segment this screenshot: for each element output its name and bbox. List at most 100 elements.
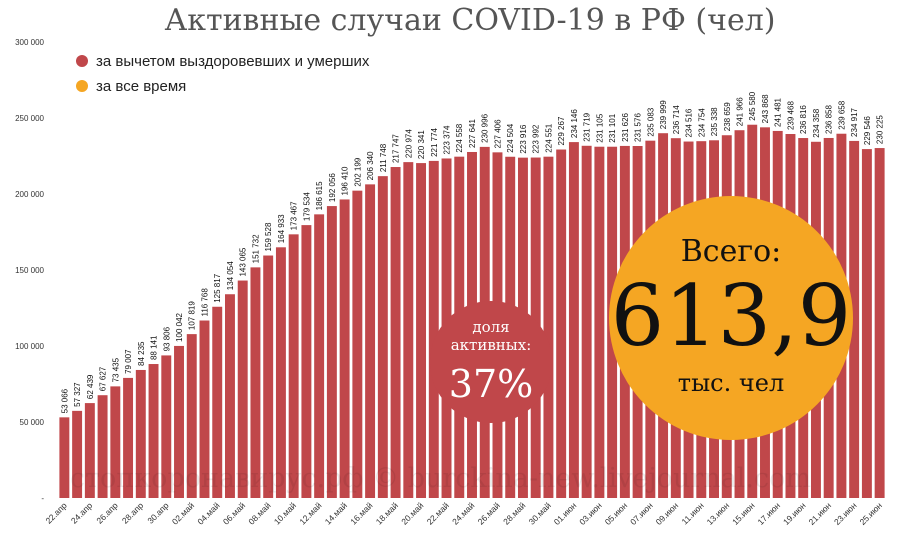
bar-value-label: 223 992 — [532, 124, 541, 153]
bar — [556, 149, 567, 498]
bar-value-label: 217 747 — [392, 134, 401, 163]
bar — [849, 140, 860, 499]
bar-value-label: 236 816 — [799, 105, 808, 134]
bar — [874, 148, 885, 499]
x-tick-label: 26.апр — [94, 500, 120, 526]
bar-value-label: 238 659 — [723, 102, 732, 131]
bar — [377, 176, 388, 498]
bar-value-label: 223 916 — [519, 124, 528, 153]
bar — [543, 156, 554, 498]
bar-value-label: 62 439 — [86, 374, 95, 399]
bar-value-label: 84 235 — [137, 341, 146, 366]
bar-value-label: 245 580 — [748, 91, 757, 120]
bar-value-label: 57 327 — [73, 382, 82, 407]
bar-value-label: 235 338 — [710, 107, 719, 136]
bar — [199, 320, 210, 498]
bar — [110, 386, 121, 498]
x-tick-label: 14.май — [323, 500, 349, 526]
x-tick-label: 06.май — [221, 500, 247, 526]
x-tick-label: 28.май — [501, 500, 527, 526]
bar — [59, 417, 70, 498]
y-tick-label: 50 000 — [20, 418, 45, 427]
bar-value-label: 234 917 — [850, 107, 859, 136]
x-tick-label: 05.июн — [603, 500, 630, 527]
bar-value-label: 229 546 — [863, 116, 872, 145]
bar — [225, 294, 235, 498]
bar-value-label: 231 105 — [595, 113, 604, 142]
bar — [288, 234, 299, 499]
bar — [326, 206, 337, 498]
y-tick-label: 250 000 — [15, 114, 44, 123]
bar-value-label: 220 341 — [417, 130, 426, 159]
total-value: 613,9 — [611, 267, 851, 365]
bar — [403, 162, 414, 499]
x-tick-label: 04.май — [195, 500, 221, 526]
bar-value-label: 73 435 — [111, 357, 120, 382]
x-tick-label: 23.июн — [832, 500, 859, 527]
x-tick-label: 24.апр — [69, 500, 95, 526]
bar — [161, 355, 172, 498]
bar-value-label: 164 933 — [277, 214, 286, 243]
total-badge: Всего: 613,9 тыс. чел — [609, 196, 853, 440]
bar-value-label: 236 714 — [672, 105, 681, 134]
bar-value-label: 236 858 — [825, 105, 834, 134]
bar-value-label: 206 340 — [366, 151, 375, 180]
active-share-line2: активных: — [451, 336, 532, 354]
legend-swatch-active — [76, 55, 88, 67]
bar — [339, 199, 350, 499]
x-tick-label: 10.май — [272, 500, 298, 526]
bar — [174, 345, 184, 498]
x-tick-label: 15.июн — [730, 500, 757, 527]
x-tick-label: 19.июн — [781, 500, 808, 527]
x-tick-label: 09.июн — [654, 500, 681, 527]
bar-value-label: 229 267 — [557, 116, 566, 145]
bar-value-label: 239 999 — [659, 100, 668, 129]
bar — [861, 149, 872, 498]
total-line1: Всего: — [681, 234, 782, 269]
bar-value-label: 234 146 — [570, 109, 579, 138]
bar-value-label: 234 516 — [685, 108, 694, 137]
bar-value-label: 231 101 — [608, 113, 617, 142]
active-share-value: 37% — [449, 362, 533, 406]
bar-value-label: 192 056 — [328, 173, 337, 202]
bar-value-label: 53 066 — [60, 388, 69, 413]
bar-value-label: 186 615 — [315, 181, 324, 210]
x-axis-labels: 22.апр 24.апр 26.апр 28.апр 30.апр 02.май 04.м… — [43, 500, 884, 527]
value-labels: 53 066 57 327 62 439 67 627 73 435 79 007 84 2… — [60, 91, 884, 413]
x-tick-label: 13.июн — [705, 500, 732, 527]
bar-value-label: 202 199 — [353, 157, 362, 186]
bar-value-label: 224 504 — [506, 123, 515, 152]
total-circle — [609, 196, 853, 440]
bar — [97, 395, 108, 498]
bar-value-label: 230 225 — [876, 115, 885, 144]
bar — [594, 146, 605, 498]
y-tick-label: 300 000 — [15, 38, 44, 47]
bar-value-label: 220 974 — [404, 129, 413, 158]
bar-value-label: 241 481 — [774, 97, 783, 126]
bar-value-label: 151 732 — [251, 234, 260, 263]
bar — [275, 247, 286, 498]
bar-value-label: 230 996 — [481, 113, 490, 142]
bar — [314, 214, 325, 498]
y-tick-label: - — [41, 494, 44, 503]
bar — [135, 369, 146, 498]
legend-label-total: за все время — [96, 78, 186, 95]
chart-title: Активные случаи COVID-19 в РФ (чел) — [165, 3, 776, 38]
watermark: стопкоронавирус.рф © burckina-new.livejo… — [70, 463, 811, 494]
x-tick-label: 28.апр — [120, 500, 146, 526]
bar — [237, 280, 248, 498]
bar — [365, 184, 376, 498]
x-tick-label: 02.май — [170, 500, 196, 526]
x-tick-label: 30.апр — [145, 500, 171, 526]
bar — [148, 364, 159, 498]
bar — [352, 190, 363, 498]
y-tick-label: 200 000 — [15, 190, 44, 199]
x-tick-label: 30.май — [527, 500, 553, 526]
x-tick-label: 26.май — [476, 500, 502, 526]
bar-value-label: 211 748 — [379, 143, 388, 172]
x-tick-label: 24.май — [450, 500, 476, 526]
bar-value-label: 88 141 — [150, 335, 159, 360]
bar-value-label: 231 626 — [621, 112, 630, 141]
bar — [581, 145, 592, 499]
bar-value-label: 134 054 — [226, 261, 235, 290]
